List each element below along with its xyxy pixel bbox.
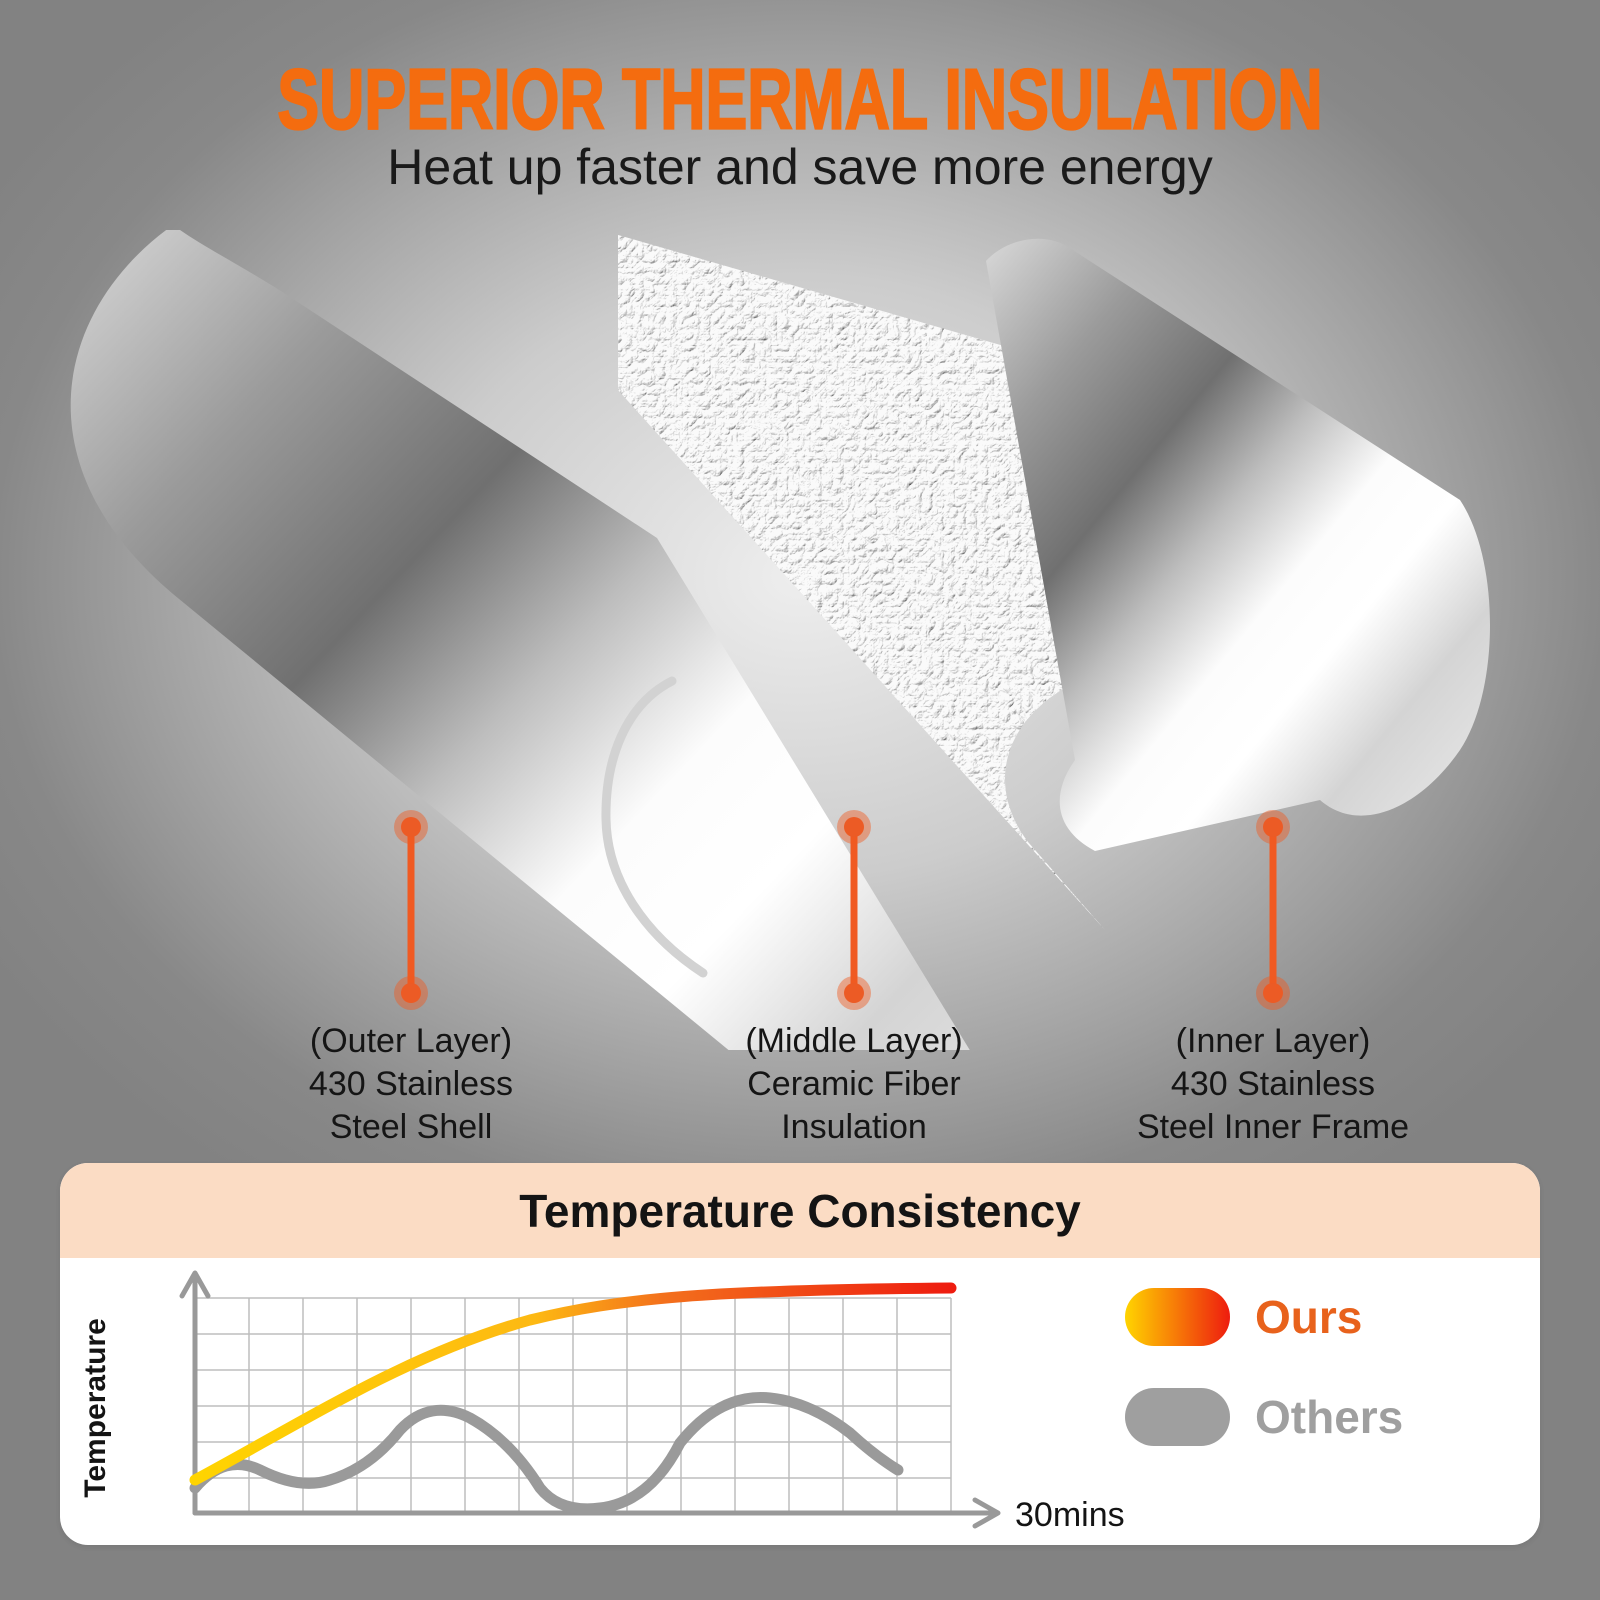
svg-text:30mins: 30mins xyxy=(1015,1496,1125,1534)
svg-text:Others: Others xyxy=(1255,1391,1403,1443)
svg-text:Temperature: Temperature xyxy=(79,1318,112,1498)
svg-text:Ours: Ours xyxy=(1255,1291,1362,1343)
